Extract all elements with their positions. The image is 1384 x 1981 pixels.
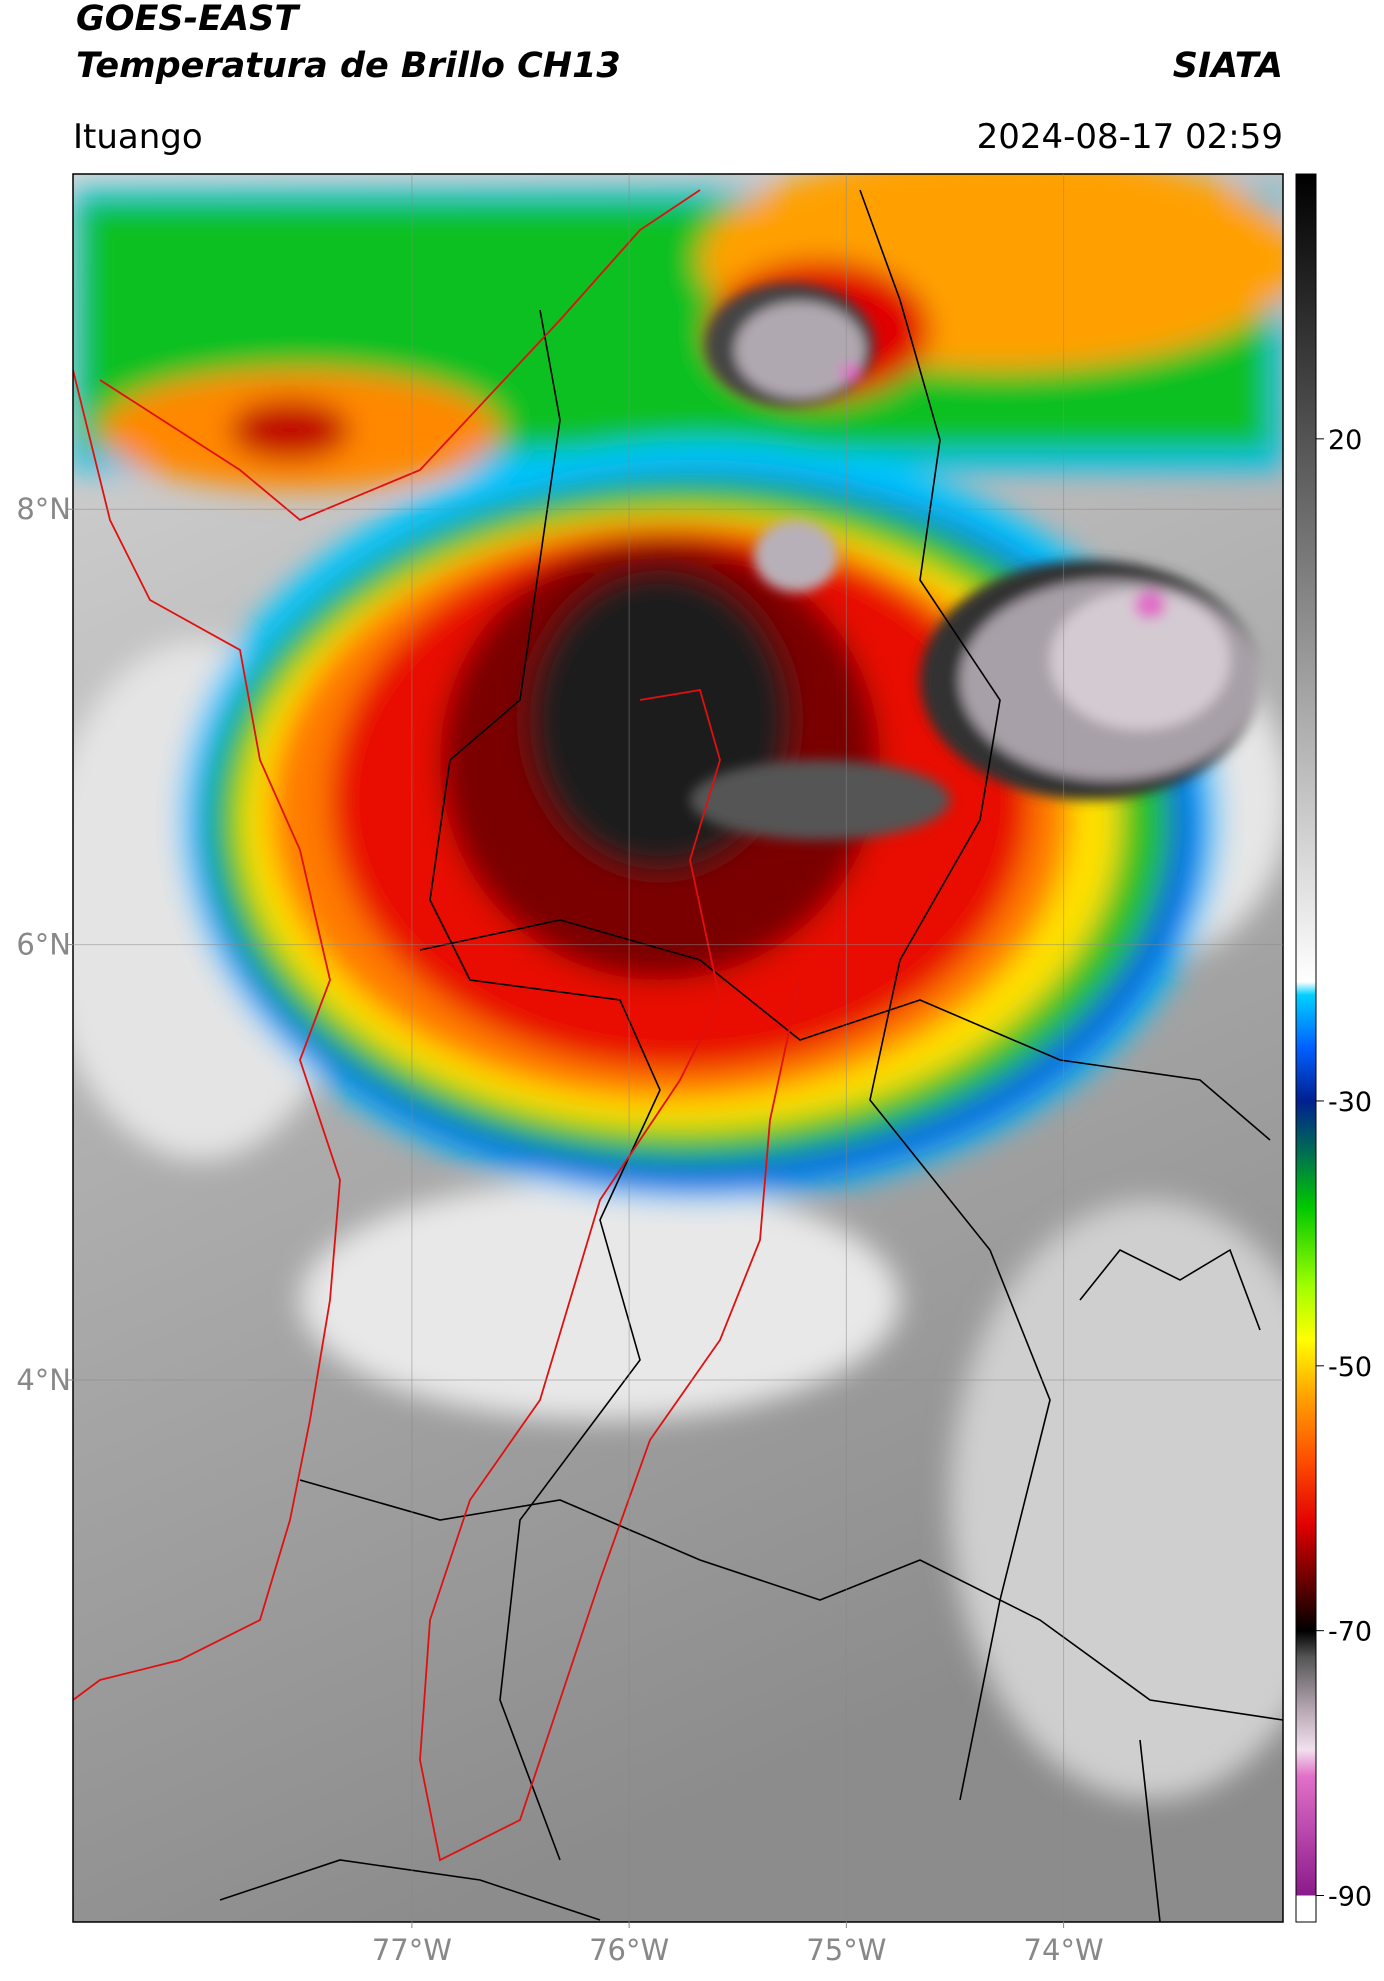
- colorbar-label: -70: [1328, 1617, 1372, 1648]
- x-tick-label: 76°W: [589, 1933, 669, 1967]
- subtitle: Temperatura de Brillo CH13: [76, 46, 621, 86]
- datetime: 2024-08-17 02:59: [977, 117, 1283, 157]
- colorbar-label: 20: [1328, 425, 1362, 456]
- colorbar-label: -30: [1328, 1087, 1372, 1118]
- location: Ituango: [73, 117, 203, 157]
- colorbar: [1295, 173, 1317, 1923]
- satellite-image: [73, 174, 1283, 1922]
- title: GOES-EAST: [76, 0, 301, 39]
- x-tick-label: 75°W: [806, 1933, 886, 1967]
- colorbar-label: -90: [1328, 1882, 1372, 1913]
- source: SIATA: [1173, 46, 1283, 86]
- x-tick-label: 74°W: [1024, 1933, 1104, 1967]
- y-tick-label: 4°N: [16, 1363, 71, 1397]
- map-frame: [72, 173, 1284, 1923]
- y-tick-label: 6°N: [16, 928, 71, 962]
- y-tick-label: 8°N: [16, 492, 71, 526]
- colorbar-label: -50: [1328, 1352, 1372, 1383]
- x-tick-label: 77°W: [372, 1933, 452, 1967]
